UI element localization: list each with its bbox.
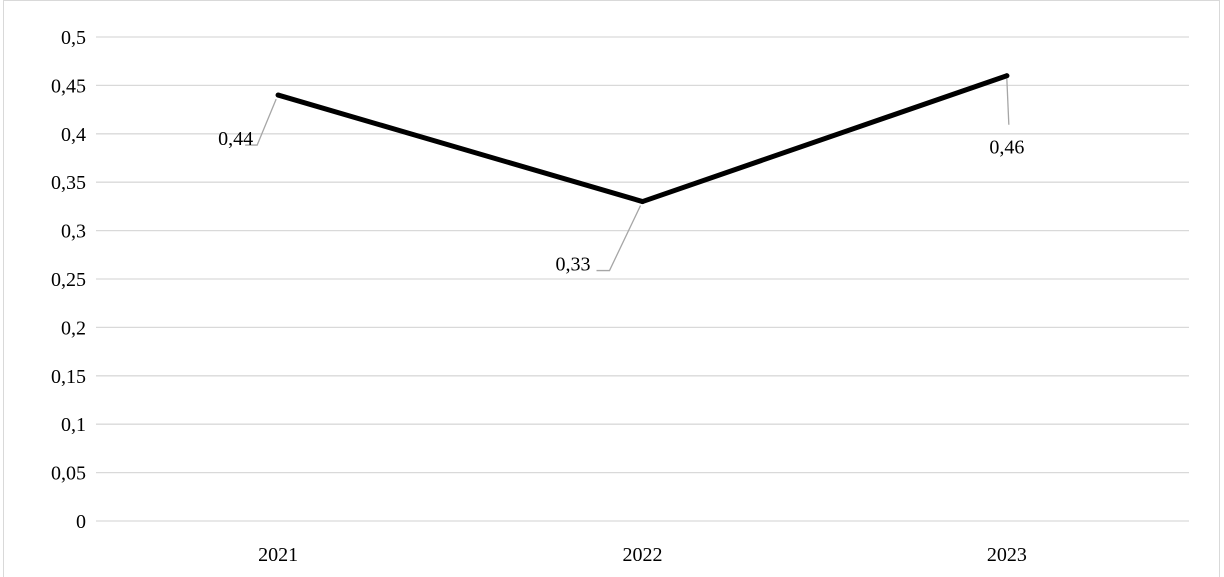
y-tick-label: 0,2 [61, 317, 86, 339]
data-point [640, 199, 645, 205]
y-tick-label: 0 [76, 511, 86, 533]
series-group [275, 73, 1010, 205]
data-label-leader-lines [245, 78, 1010, 272]
data-label: 0,44 [218, 128, 253, 150]
x-tick-label: 2023 [987, 544, 1027, 566]
y-tick-label: 0,1 [61, 414, 86, 436]
data-point [275, 92, 281, 98]
gridlines [96, 36, 1189, 522]
y-tick-label: 0,05 [51, 463, 86, 485]
leader-line [596, 205, 642, 272]
x-axis: 2021 2022 2023 [258, 544, 1027, 566]
data-label: 0,46 [989, 137, 1024, 159]
y-tick-label: 0,3 [61, 221, 86, 243]
y-tick-label: 0,5 [61, 27, 86, 49]
data-label: 0,33 [556, 254, 591, 276]
y-tick-label: 0,35 [51, 172, 86, 194]
data-labels: 0,44 0,33 0,46 [218, 128, 1024, 275]
y-tick-label: 0,15 [51, 366, 86, 388]
y-tick-label: 0,4 [61, 124, 86, 146]
x-tick-label: 2022 [623, 544, 663, 566]
leader-line [1006, 78, 1010, 125]
y-tick-label: 0,45 [51, 75, 86, 97]
y-axis: 0 0,05 0,1 0,15 0,2 0,25 0,3 0,35 0,4 0,45 0,5 [51, 27, 86, 533]
x-tick-label: 2021 [258, 544, 298, 566]
chart-frame [3, 0, 1220, 577]
data-point [1004, 73, 1010, 79]
leader-line [245, 98, 277, 146]
y-tick-label: 0,25 [51, 269, 86, 291]
